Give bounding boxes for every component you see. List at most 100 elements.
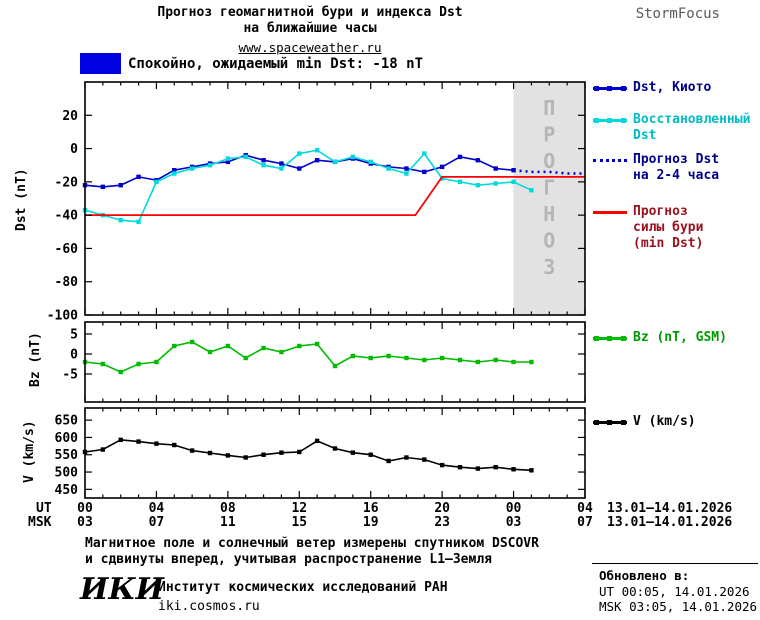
legend-label-forecast-dst: Прогноз Dst на 2-4 часа xyxy=(633,152,720,183)
marker-bz xyxy=(100,361,106,367)
page-title: Прогноз геомагнитной бури и индекса Dst … xyxy=(60,5,560,56)
marker-v xyxy=(136,439,141,444)
marker-dst-kyoto xyxy=(404,166,409,171)
marker-bz xyxy=(404,355,409,361)
series-bz xyxy=(84,341,532,373)
marker-bz xyxy=(207,349,213,355)
marker-bz xyxy=(368,355,373,361)
marker-v xyxy=(332,446,338,451)
legend-storm-forecast: Прогноз силы бури (min Dst) xyxy=(593,204,759,252)
swatch-marker xyxy=(607,117,612,123)
iki-site-link[interactable]: iki.cosmos.ru xyxy=(158,599,260,614)
marker-dst-kyoto xyxy=(279,161,284,166)
marker-bz xyxy=(332,363,338,369)
swatch-marker xyxy=(621,117,626,123)
status-text: Спокойно, ожидаемый min Dst: -18 nT xyxy=(128,56,424,72)
bz-axis-label: Bz (nT) xyxy=(28,332,43,387)
marker-restored-dst xyxy=(207,163,213,168)
marker-v xyxy=(350,450,356,455)
marker-bz xyxy=(386,353,391,359)
updated-time-msk: MSK 03:05, 14.01.2026 xyxy=(599,599,758,614)
plot-box xyxy=(84,407,586,499)
y-tick-label: -100 xyxy=(47,309,78,324)
legend-restored-dst: Восстановленный Dst xyxy=(593,112,759,144)
marker-bz xyxy=(136,361,141,367)
x-tick-label: 00 xyxy=(505,501,522,516)
title-line-2: на ближайшие часы xyxy=(243,21,377,36)
swatch-marker xyxy=(621,419,626,425)
marker-v xyxy=(261,452,266,457)
series-storm-forecast xyxy=(85,175,585,217)
marker-bz xyxy=(225,343,231,349)
swatch-marker xyxy=(594,85,599,91)
marker-restored-dst xyxy=(118,217,123,223)
msk-axis-label: MSK xyxy=(28,515,52,530)
marker-bz xyxy=(279,349,284,355)
ut-date-range: 13.01—14.01.2026 xyxy=(607,501,733,516)
marker-dst-kyoto xyxy=(136,174,141,180)
marker-bz xyxy=(493,357,498,363)
marker-dst-kyoto xyxy=(225,159,231,165)
msk-date-range: 13.01—14.01.2026 xyxy=(607,515,733,530)
marker-bz xyxy=(189,339,195,345)
series-dst-kyoto xyxy=(84,154,514,188)
swatch-marker xyxy=(621,335,626,341)
marker-v xyxy=(457,464,463,470)
forecast-watermark-letter: П xyxy=(543,96,555,120)
marker-bz xyxy=(511,359,516,365)
y-tick-label: 500 xyxy=(55,466,79,481)
marker-v xyxy=(154,441,159,446)
ut-axis-label: UT xyxy=(36,501,52,516)
marker-dst-kyoto xyxy=(261,158,266,163)
legend-label-storm-forecast: Прогноз силы бури (min Dst) xyxy=(633,204,704,251)
marker-dst-kyoto xyxy=(439,164,445,170)
marker-dst-kyoto xyxy=(422,169,427,175)
series-v xyxy=(84,438,532,472)
swatch-line xyxy=(593,211,627,214)
legend-label-restored-dst: Восстановленный Dst xyxy=(633,112,751,143)
marker-bz xyxy=(529,359,534,365)
marker-v xyxy=(118,437,123,443)
marker-v xyxy=(386,458,391,464)
restored-dst-line-swatch xyxy=(593,114,627,127)
marker-v xyxy=(189,448,195,453)
legend-dst-kyoto: Dst, Киото xyxy=(593,80,759,96)
x-tick-label: 03 xyxy=(505,515,522,530)
marker-bz xyxy=(172,343,177,349)
swatch-marker xyxy=(607,419,612,425)
marker-dst-kyoto xyxy=(118,182,123,188)
y-tick-label: 20 xyxy=(62,109,78,124)
marker-v xyxy=(243,455,248,460)
marker-restored-dst xyxy=(314,148,320,153)
updated-label: Обновлено в: xyxy=(599,568,690,583)
marker-bz xyxy=(261,345,266,351)
marker-dst-kyoto xyxy=(100,184,106,190)
marker-v xyxy=(368,452,373,457)
marker-restored-dst xyxy=(422,151,427,156)
legend-label-v: V (km/s) xyxy=(633,414,696,429)
status-color-swatch xyxy=(80,53,121,74)
marker-restored-dst xyxy=(439,176,445,181)
brand-label: StormFocus xyxy=(635,6,720,22)
x-tick-label: 07 xyxy=(577,515,593,530)
marker-restored-dst xyxy=(511,179,516,185)
marker-bz xyxy=(297,343,302,349)
y-tick-label: 550 xyxy=(55,448,79,463)
y-tick-label: -80 xyxy=(55,275,79,290)
marker-v xyxy=(439,462,445,468)
legend-v: V (km/s) xyxy=(593,414,759,430)
marker-restored-dst xyxy=(457,179,463,185)
series-restored-dst xyxy=(84,149,532,223)
spaceweather-link[interactable]: www.spaceweather.ru xyxy=(238,40,382,55)
x-tick-label: 12 xyxy=(291,501,308,516)
forecast-watermark-letter: З xyxy=(543,255,555,279)
marker-v xyxy=(493,464,498,470)
marker-bz xyxy=(475,359,481,365)
x-tick-label: 11 xyxy=(220,515,236,530)
marker-restored-dst xyxy=(136,219,141,224)
marker-restored-dst xyxy=(154,179,159,185)
marker-v xyxy=(314,438,320,444)
plot-box xyxy=(84,81,586,316)
dst-kyoto-line-swatch xyxy=(593,82,627,95)
